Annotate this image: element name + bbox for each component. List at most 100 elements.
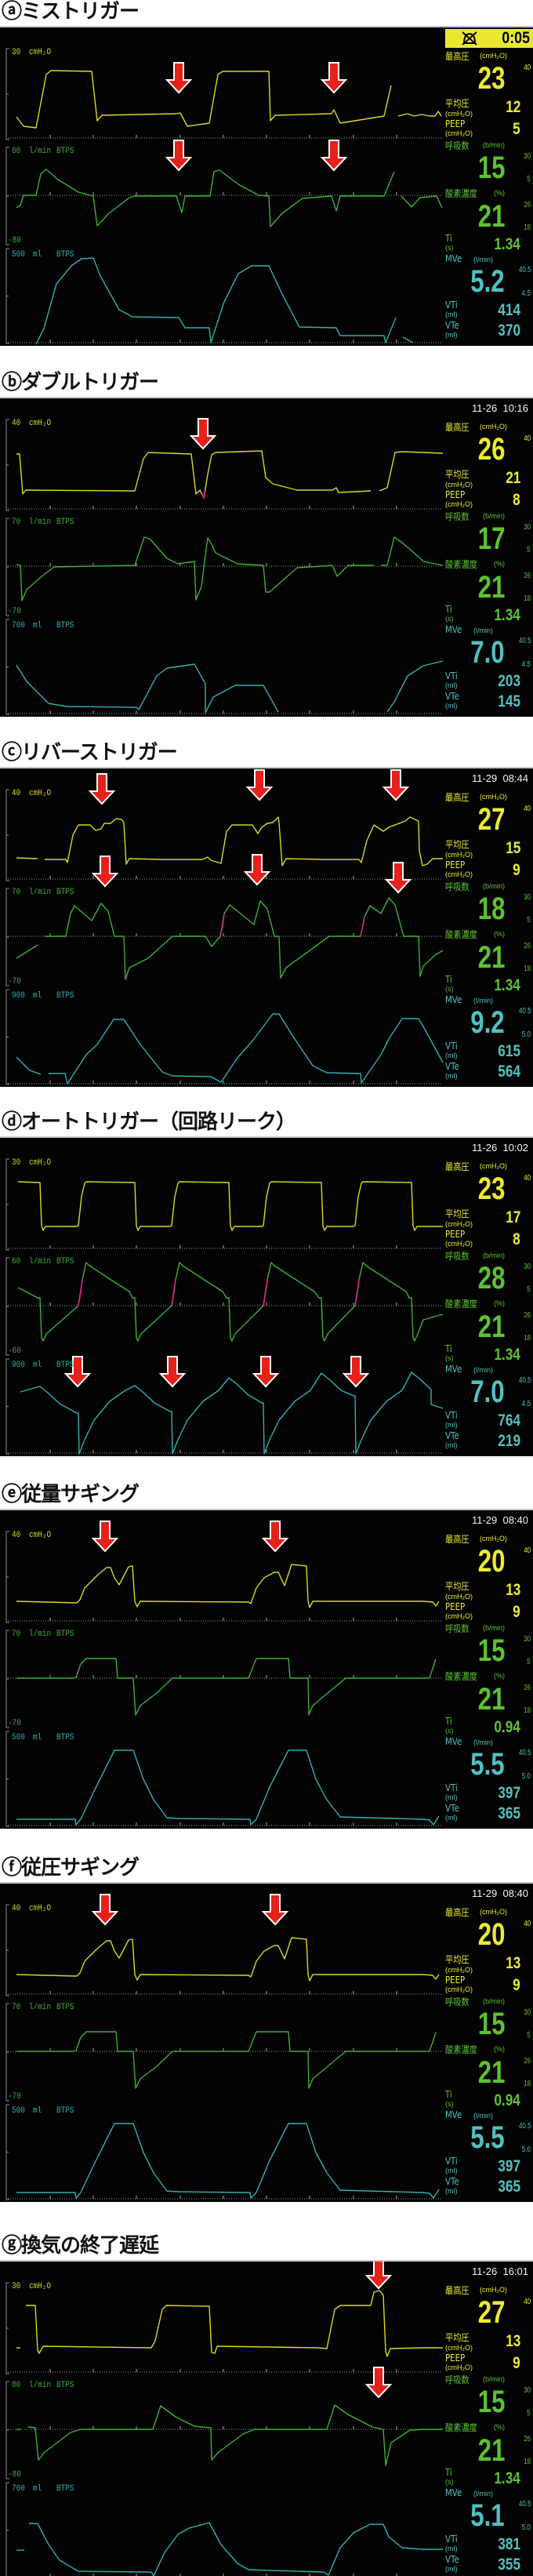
- mve-unit: (l/min): [473, 1739, 493, 1746]
- flow-scale-min: -80: [8, 2470, 21, 2480]
- respiratory-rate-label: 呼吸数: [445, 2374, 470, 2385]
- peak-pressure-limit: 40: [524, 1546, 531, 1555]
- pressure-waveform: [45, 816, 443, 867]
- mve-label: MVe: [445, 624, 462, 635]
- respiratory-rate-high-limit: 30: [524, 893, 531, 902]
- flow-scale-min: -70: [8, 977, 21, 986]
- oxygen-low-limit: 18: [524, 1334, 531, 1342]
- respiratory-rate-high-limit: 30: [524, 152, 531, 161]
- peep-unit: (cmH₂O): [445, 1612, 473, 1620]
- ti-value: 1.34: [494, 1346, 520, 1364]
- pressure-scale-max: 40: [12, 419, 21, 428]
- ti-label: Ti: [445, 1716, 452, 1727]
- volume-btps: BTPS: [56, 2106, 74, 2116]
- oxygen-high-limit: 26: [524, 1311, 531, 1320]
- vti-label: VTi: [445, 1041, 458, 1052]
- mve-label: MVe: [445, 2487, 462, 2498]
- red-arrow-indicator: [320, 62, 348, 94]
- panel-title: ⓒリバーストリガー: [2, 741, 178, 765]
- mve-label: MVe: [445, 994, 462, 1005]
- peak-pressure-unit: (cmH₂O): [480, 793, 507, 801]
- flow-scale-max: 80: [12, 147, 21, 156]
- oxygen-concentration-unit: (%): [494, 189, 505, 197]
- vte-value: 365: [498, 2178, 520, 2196]
- ti-label: Ti: [445, 1343, 452, 1354]
- peep-unit: (cmH₂O): [445, 1240, 473, 1248]
- vte-unit: (ml): [445, 702, 458, 710]
- pressure-waveform: [17, 1181, 443, 1231]
- oxygen-high-limit: 26: [524, 1684, 531, 1692]
- mean-pressure-value: 13: [505, 1954, 520, 1972]
- flow-unit: l/min: [29, 1630, 52, 1639]
- flow-scale-min: -70: [8, 2092, 21, 2102]
- red-arrow-indicator: [88, 773, 116, 805]
- respiratory-rate-value: 18: [477, 892, 505, 926]
- oxygen-concentration-unit: (%): [494, 2423, 505, 2431]
- peak-pressure-limit: 40: [524, 434, 531, 443]
- oxygen-concentration-label: 酸素濃度: [445, 1671, 477, 1682]
- flow-waveform: [17, 1262, 444, 1342]
- red-arrow-indicator: [364, 2367, 393, 2399]
- flow-btps: BTPS: [56, 2003, 74, 2012]
- volume-waveform: [16, 663, 279, 714]
- ventilator-screen: 40 cmH₂O 70 l/min BTPS -70 500 ml BTPS 11-29 08:4…: [0, 1882, 533, 2202]
- respiratory-rate-value: 15: [477, 2007, 505, 2041]
- respiratory-rate-label: 呼吸数: [445, 881, 470, 892]
- mve-unit: (l/min): [473, 256, 493, 263]
- oxygen-concentration-value: 21: [477, 1310, 505, 1344]
- respiratory-rate-low-limit: 5: [527, 2031, 531, 2040]
- ti-unit: (s): [445, 1354, 454, 1362]
- peak-pressure-limit: 40: [524, 64, 531, 72]
- oxygen-high-limit: 26: [524, 572, 531, 580]
- volume-scale-max: 700: [12, 2484, 25, 2494]
- oxygen-concentration-value: 21: [477, 199, 505, 234]
- respiratory-rate-high-limit: 30: [524, 2386, 531, 2395]
- volume-waveform: [386, 660, 444, 713]
- ventilator-screen: 40 cmH₂O 70 l/min BTPS -70 700 ml BTPS 11-26 10:1…: [0, 397, 533, 717]
- waveform-area: [5, 1894, 443, 2200]
- mve-value: 9.2: [470, 1005, 505, 1040]
- oxygen-high-limit: 26: [524, 2057, 531, 2066]
- panel-title: ⓓオートトリガー（回路リーク）: [2, 1110, 296, 1134]
- ti-value: 1.34: [494, 606, 520, 624]
- mean-pressure-label: 平均圧: [445, 839, 470, 850]
- flow-btps: BTPS: [56, 518, 74, 527]
- red-arrow-indicator: [342, 1356, 370, 1388]
- mve-high-limit: 40.5: [518, 1376, 531, 1385]
- peak-pressure-unit: (cmH₂O): [480, 1535, 507, 1542]
- vti-unit: (ml): [445, 1052, 458, 1059]
- peep-value: 9: [513, 1603, 520, 1621]
- ventilator-screen: 30 cmH₂O 60 l/min BTPS -60 900 ml BTPS 11-26 10:0…: [0, 1136, 533, 1456]
- red-arrow-indicator: [91, 1894, 119, 1926]
- peak-pressure-limit: 40: [524, 1174, 531, 1183]
- oxygen-concentration-value: 21: [477, 2055, 505, 2090]
- flow-unit: l/min: [29, 147, 52, 156]
- flow-scale-max: 70: [12, 888, 21, 897]
- ventilator-screen: 30 cmH₂O 80 l/min BTPS -80 500 ml BTPS 0:05 最高圧 (cm…: [0, 26, 533, 346]
- red-arrow-indicator: [189, 418, 217, 450]
- vte-unit: (ml): [445, 1072, 458, 1080]
- respiratory-rate-unit: (b/min): [483, 512, 506, 520]
- flow-waveform: [16, 2031, 437, 2089]
- mve-low-limit: 5.0: [521, 1030, 531, 1039]
- pressure-scale-max: 30: [12, 48, 21, 57]
- peak-pressure-label: 最高圧: [445, 1907, 470, 1918]
- flow-waveform: [381, 536, 444, 566]
- oxygen-concentration-value: 21: [477, 570, 505, 605]
- mean-pressure-value: 15: [505, 839, 520, 857]
- flow-waveform: [16, 1658, 437, 1716]
- vti-unit: (ml): [445, 681, 458, 689]
- pressure-waveform: [379, 451, 444, 492]
- pressure-unit: cmH₂O: [29, 2282, 52, 2291]
- mve-high-limit: 40.5: [518, 1007, 531, 1016]
- date-time: 11-26 16:01: [471, 2265, 528, 2277]
- waveform-area: [5, 418, 444, 715]
- red-arrow-indicator: [158, 1356, 187, 1388]
- respiratory-rate-high-limit: 30: [524, 523, 531, 532]
- oxygen-low-limit: 18: [524, 594, 531, 603]
- alarm-header[interactable]: 0:05: [445, 29, 533, 48]
- vti-value: 414: [498, 301, 520, 319]
- waveform-area: [5, 1521, 443, 1827]
- peak-pressure-value: 23: [477, 1172, 505, 1206]
- flow-scale-min: -60: [8, 1346, 21, 1356]
